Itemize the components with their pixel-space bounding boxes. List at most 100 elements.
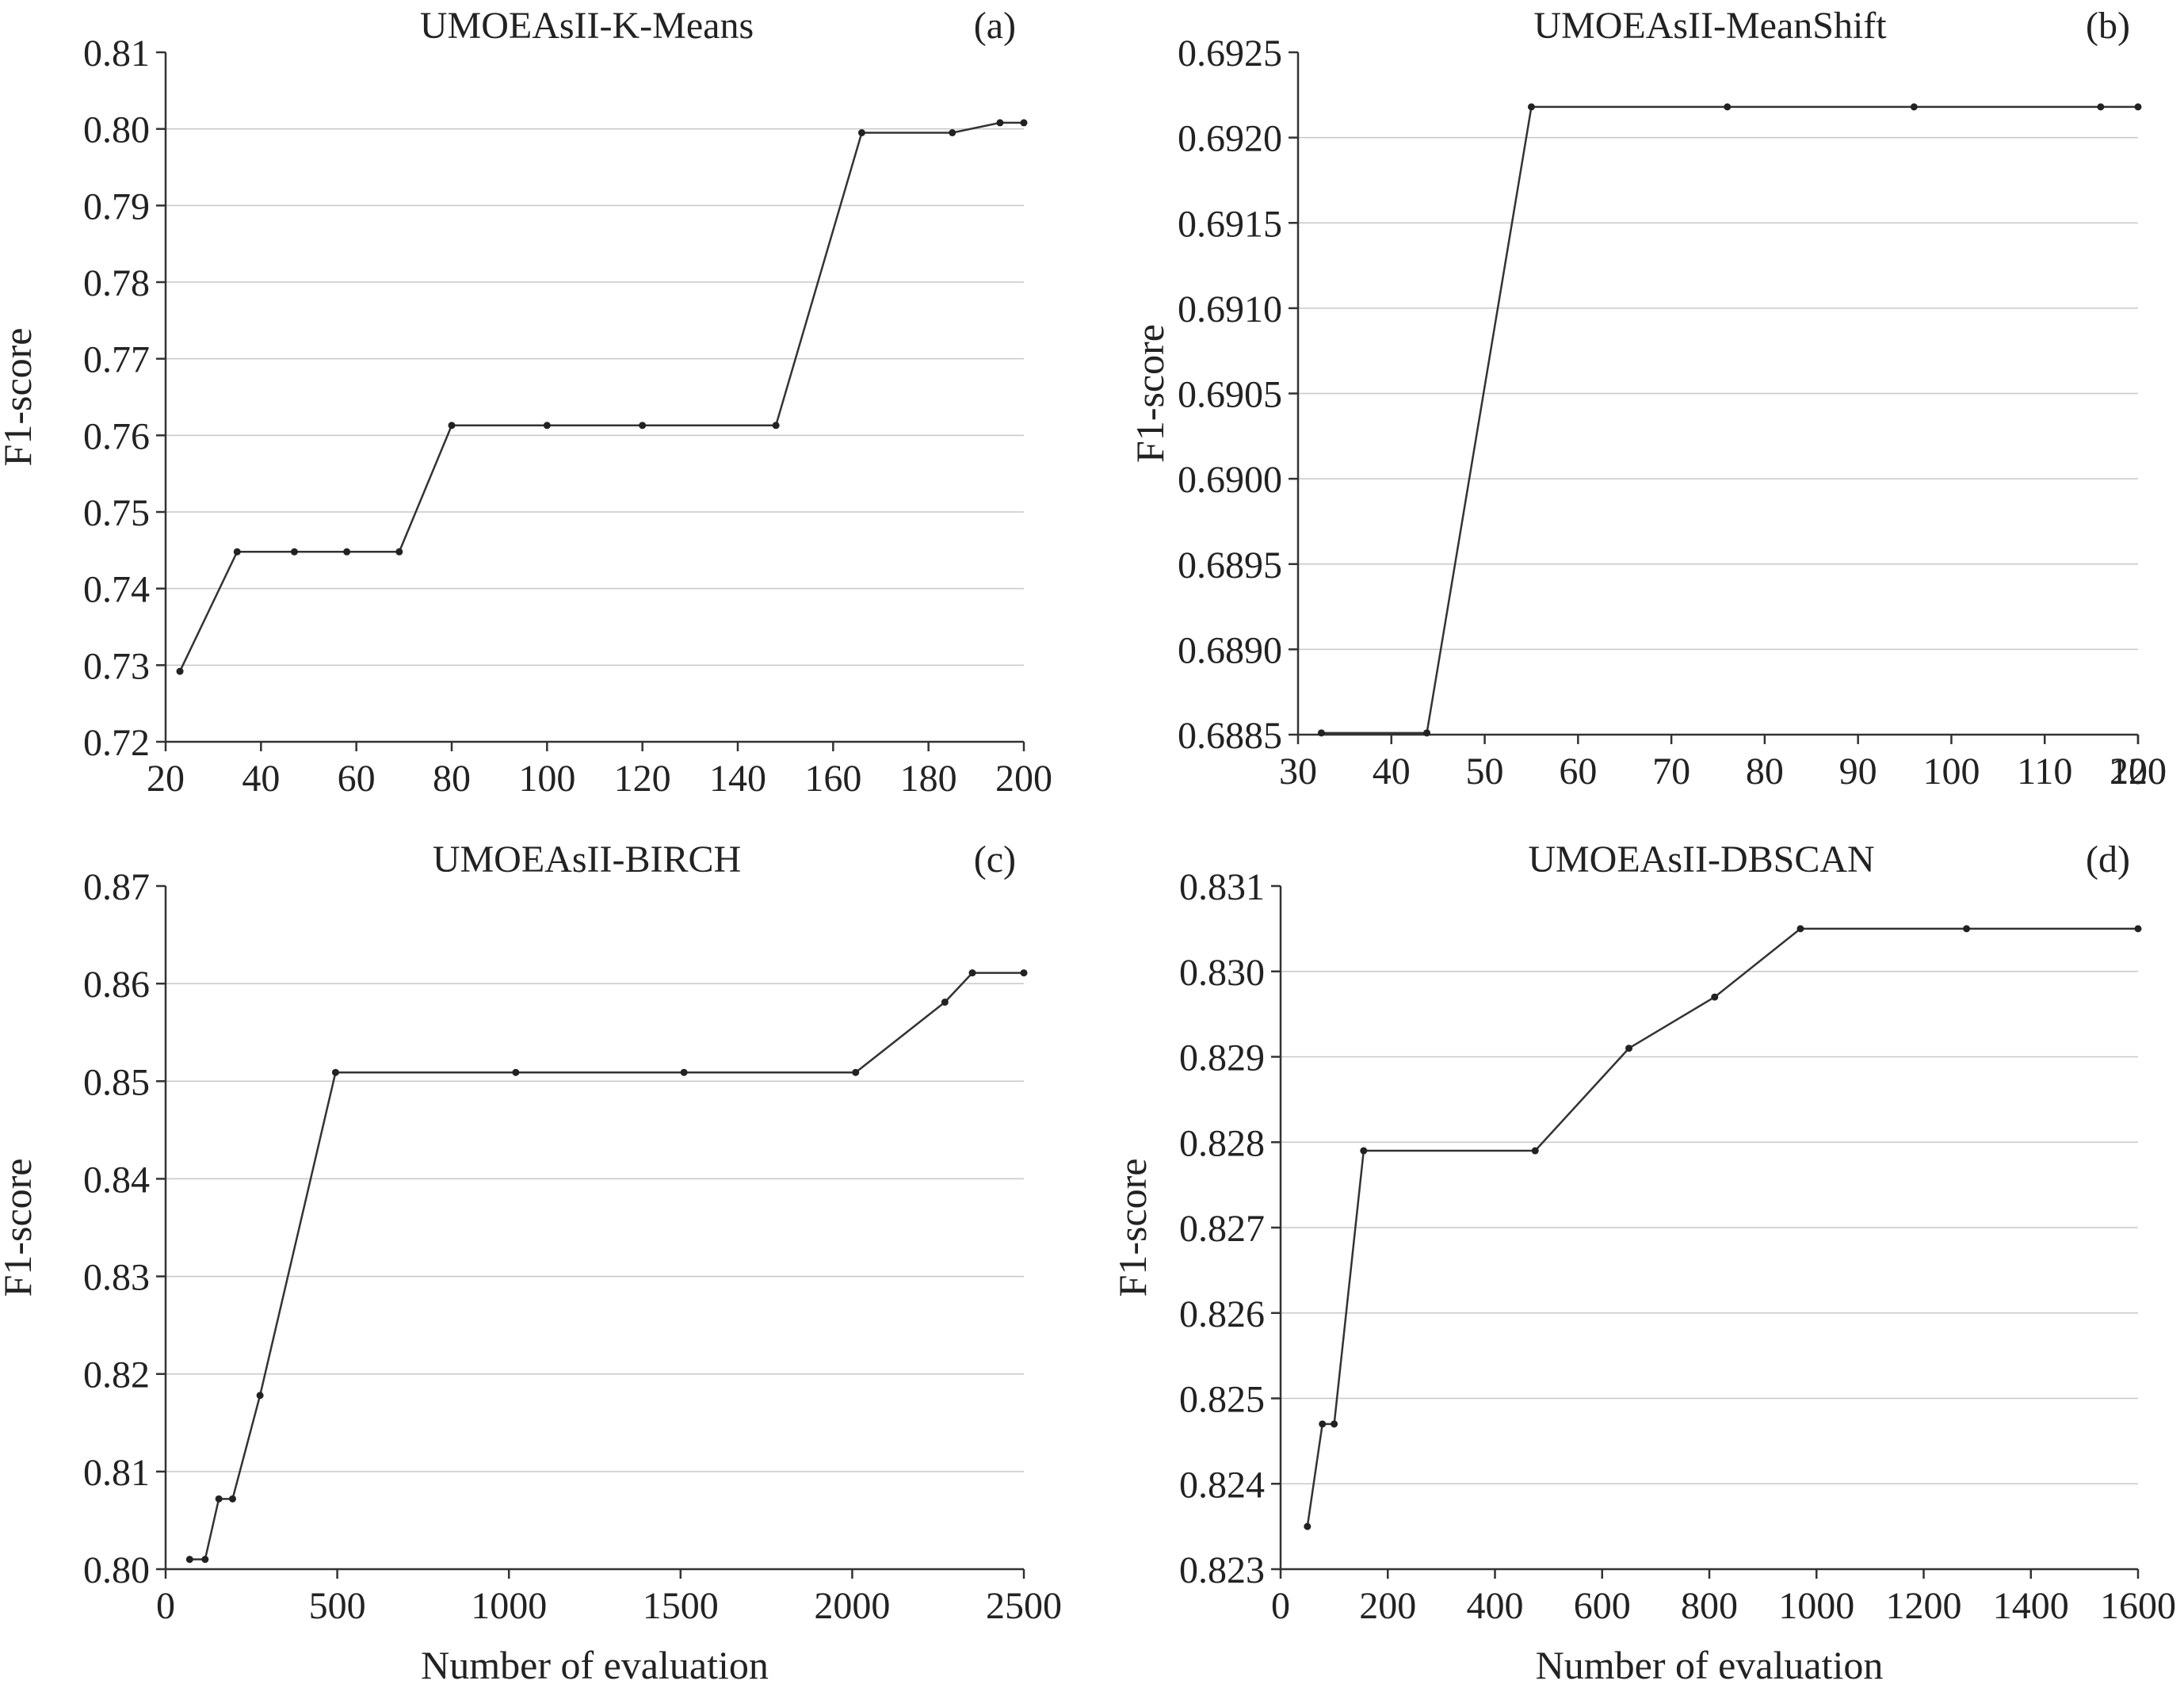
data-point — [256, 1392, 264, 1400]
x-tick-label: 20 — [147, 758, 185, 800]
x-tick-label: 120 — [614, 758, 671, 800]
x-axis-label: Number of evaluation — [421, 1643, 769, 1687]
y-tick-label: 0.84 — [83, 1159, 150, 1201]
y-tick-label: 0.80 — [83, 109, 150, 151]
x-tick-label: 400 — [1467, 1585, 1524, 1627]
data-point — [1724, 103, 1732, 111]
y-tick-label: 0.6885 — [1178, 715, 1282, 757]
data-point — [857, 129, 865, 136]
data-point — [1319, 1420, 1327, 1428]
panel-letter: (b) — [2086, 5, 2130, 47]
data-point — [1317, 729, 1325, 737]
x-tick-label: 0 — [1271, 1585, 1290, 1627]
x-tick-label: 1000 — [1778, 1585, 1854, 1627]
y-tick-label: 0.82 — [83, 1354, 150, 1396]
y-tick-label: 0.831 — [1179, 866, 1265, 908]
x-tick-label: 40 — [1373, 751, 1411, 793]
data-point — [2134, 925, 2142, 933]
x-tick-label: 30 — [1279, 751, 1317, 793]
data-point — [1331, 1420, 1338, 1428]
x-tick-label: 80 — [1746, 751, 1784, 793]
data-point — [395, 548, 403, 556]
x-tick-label: 1600 — [2100, 1585, 2176, 1627]
data-point — [949, 129, 956, 136]
y-tick-label: 0.77 — [83, 339, 150, 381]
x-tick-label: 180 — [900, 758, 957, 800]
panel-letter: (d) — [2086, 838, 2130, 880]
data-point — [1304, 1522, 1312, 1530]
data-point — [1360, 1147, 1368, 1155]
data-point — [185, 1556, 193, 1564]
x-tick-label: 60 — [1559, 751, 1597, 793]
data-point — [448, 422, 456, 430]
x-tick-label: 90 — [1839, 751, 1877, 793]
x-tick-label: 80 — [433, 758, 471, 800]
x-tick-label: 600 — [1574, 1585, 1631, 1627]
x-tick-label: 160 — [804, 758, 861, 800]
y-tick-label: 0.80 — [83, 1549, 150, 1591]
data-point — [996, 119, 1004, 127]
x-tick-label: 200 — [1359, 1585, 1416, 1627]
data-point — [290, 548, 298, 556]
x-tick-label: 120 — [2110, 751, 2167, 793]
data-point — [543, 422, 551, 430]
x-tick-label: 500 — [309, 1585, 366, 1627]
data-point — [1020, 969, 1028, 977]
data-point — [1423, 729, 1431, 737]
y-tick-label: 0.79 — [83, 185, 150, 227]
chart-title: UMOEAsII-DBSCAN — [1528, 838, 1874, 880]
panel-letter: (c) — [974, 838, 1016, 880]
y-tick-label: 0.827 — [1179, 1208, 1265, 1250]
x-tick-label: 2000 — [814, 1585, 890, 1627]
data-point — [228, 1495, 236, 1503]
y-tick-label: 0.81 — [83, 32, 150, 74]
y-tick-label: 0.6890 — [1178, 629, 1282, 671]
data-point — [680, 1068, 688, 1076]
y-tick-label: 0.828 — [1179, 1122, 1265, 1164]
data-point — [343, 548, 351, 556]
x-tick-label: 100 — [1922, 751, 1980, 793]
data-point — [233, 548, 241, 556]
data-point — [2134, 103, 2142, 111]
x-tick-label: 1000 — [471, 1585, 547, 1627]
series-line — [189, 972, 1024, 1560]
x-tick-label: 2500 — [986, 1585, 1062, 1627]
y-axis-label: F1-score — [0, 1159, 40, 1297]
y-tick-label: 0.825 — [1179, 1379, 1265, 1421]
data-point — [215, 1495, 223, 1503]
data-point — [1527, 103, 1535, 111]
y-axis-label: F1-score — [1110, 1159, 1155, 1297]
x-tick-label: 60 — [338, 758, 376, 800]
y-tick-label: 0.76 — [83, 415, 150, 457]
y-tick-label: 0.83 — [83, 1257, 150, 1299]
x-tick-label: 0 — [156, 1585, 175, 1627]
chart-title: UMOEAsII-MeanShift — [1533, 5, 1887, 47]
data-point — [1020, 119, 1028, 127]
data-point — [331, 1068, 339, 1076]
panel-a: 0.72 0.73 0.74 0.75 0.76 0.77 0.78 0.79 0.80 0.81… — [0, 5, 1052, 800]
data-point — [1711, 993, 1719, 1001]
chart-title: UMOEAsII-K-Means — [420, 5, 754, 47]
y-tick-label: 0.86 — [83, 964, 150, 1006]
panel-d: 0.823 0.824 0.825 0.826 0.827 0.828 0.829 0.830… — [1110, 838, 2176, 1687]
y-tick-label: 0.74 — [83, 569, 150, 611]
series-line — [1306, 927, 2138, 1527]
x-axis-label: Number of evaluation — [1536, 1643, 1884, 1687]
y-tick-label: 0.6895 — [1178, 544, 1282, 586]
y-tick-label: 0.81 — [83, 1452, 150, 1494]
x-tick-label: 40 — [242, 758, 280, 800]
y-tick-label: 0.73 — [83, 645, 150, 687]
x-tick-label: 50 — [1466, 751, 1504, 793]
y-tick-label: 0.6900 — [1178, 459, 1282, 501]
y-tick-label: 0.6915 — [1178, 203, 1282, 245]
panel-letter: (a) — [974, 5, 1016, 47]
data-point — [1963, 925, 1971, 933]
y-tick-label: 0.85 — [83, 1061, 150, 1103]
x-tick-label: 800 — [1681, 1585, 1738, 1627]
y-tick-label: 0.6910 — [1178, 288, 1282, 330]
x-tick-label: 200 — [2110, 751, 2167, 793]
data-point — [512, 1068, 520, 1076]
y-tick-label: 0.6925 — [1178, 32, 1282, 74]
data-point — [1531, 1147, 1539, 1155]
